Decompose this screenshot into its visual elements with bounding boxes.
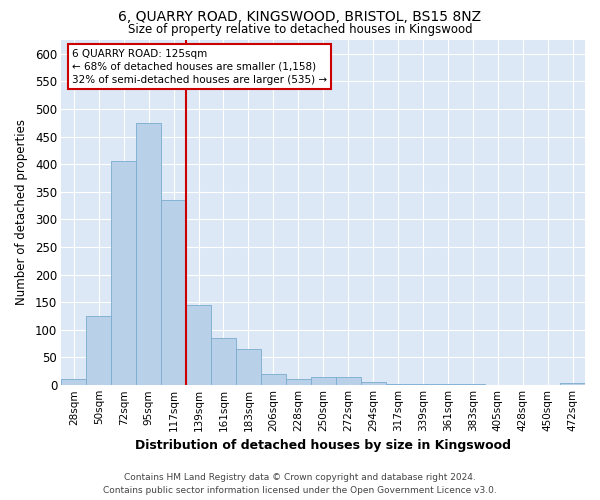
- Bar: [186, 305, 211, 385]
- Bar: [361, 382, 386, 385]
- Bar: [211, 338, 236, 385]
- Bar: [436, 384, 460, 385]
- Bar: [286, 380, 311, 385]
- Text: Size of property relative to detached houses in Kingswood: Size of property relative to detached ho…: [128, 22, 472, 36]
- Text: Contains HM Land Registry data © Crown copyright and database right 2024.
Contai: Contains HM Land Registry data © Crown c…: [103, 474, 497, 495]
- X-axis label: Distribution of detached houses by size in Kingswood: Distribution of detached houses by size …: [135, 440, 511, 452]
- Bar: [460, 384, 485, 385]
- Text: 6 QUARRY ROAD: 125sqm
← 68% of detached houses are smaller (1,158)
32% of semi-d: 6 QUARRY ROAD: 125sqm ← 68% of detached …: [72, 48, 327, 85]
- Bar: [161, 200, 186, 385]
- Bar: [410, 384, 436, 385]
- Bar: [136, 123, 161, 385]
- Bar: [261, 374, 286, 385]
- Bar: [386, 384, 410, 385]
- Text: 6, QUARRY ROAD, KINGSWOOD, BRISTOL, BS15 8NZ: 6, QUARRY ROAD, KINGSWOOD, BRISTOL, BS15…: [118, 10, 482, 24]
- Bar: [335, 376, 361, 385]
- Bar: [560, 383, 585, 385]
- Bar: [86, 316, 111, 385]
- Bar: [236, 349, 261, 385]
- Bar: [111, 162, 136, 385]
- Y-axis label: Number of detached properties: Number of detached properties: [15, 120, 28, 306]
- Bar: [311, 376, 335, 385]
- Bar: [61, 380, 86, 385]
